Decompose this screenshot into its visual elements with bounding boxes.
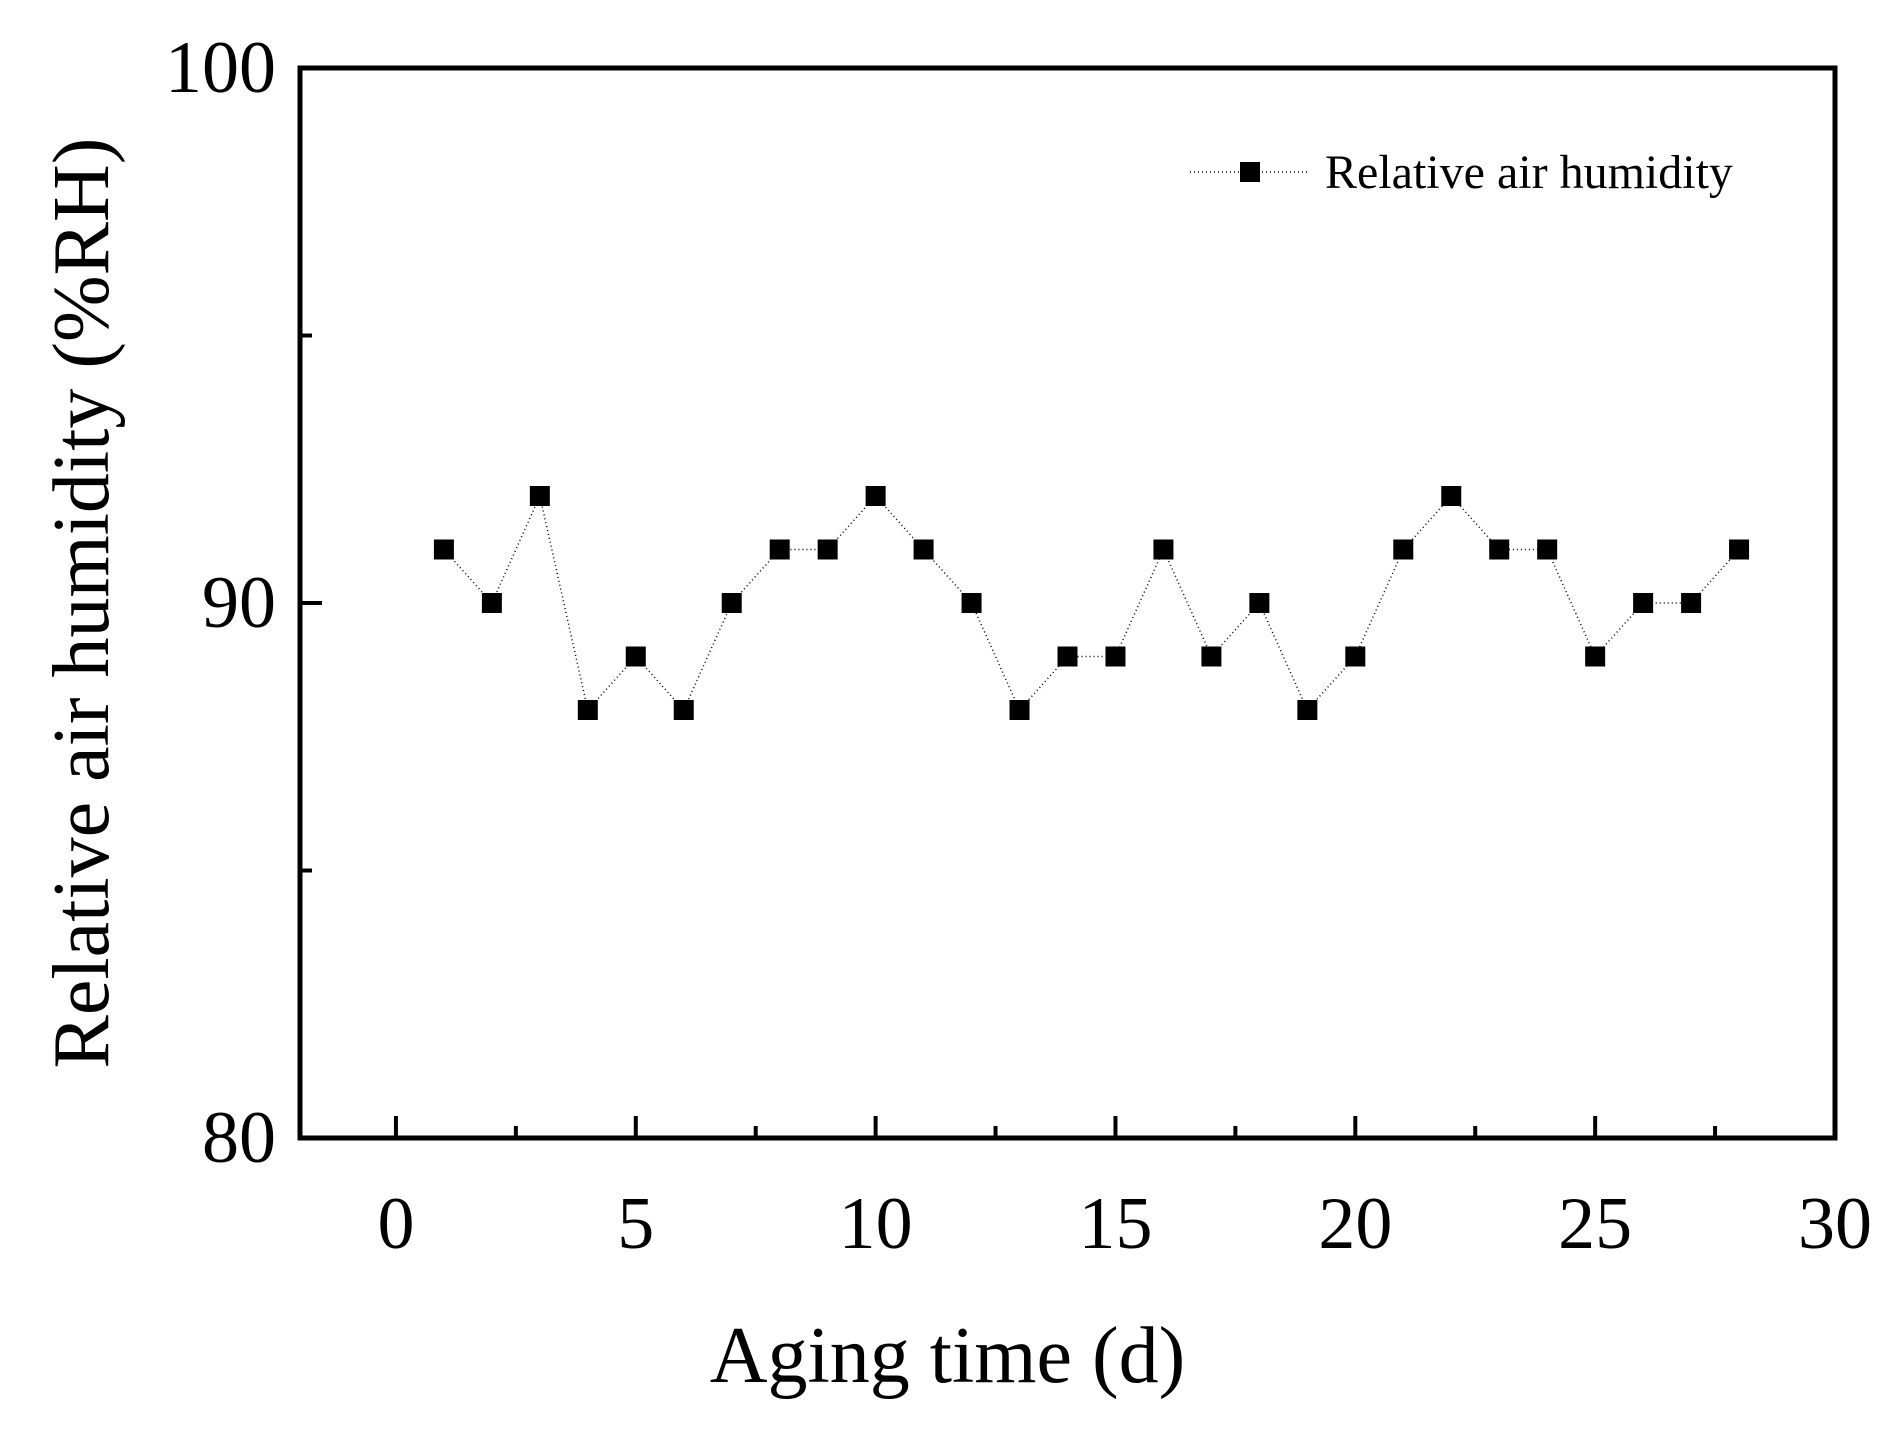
data-point (1249, 593, 1270, 613)
data-point (1681, 593, 1702, 613)
x-axis-ticks: 0 5 10 15 20 25 30 (377, 1116, 1872, 1265)
data-point (1537, 539, 1558, 560)
series-layer (433, 486, 1750, 720)
series-line (443, 493, 1740, 712)
data-point (1441, 486, 1462, 506)
legend: Relative air humidity (1190, 146, 1733, 199)
data-point (1393, 539, 1414, 560)
y-tick-label: 80 (202, 1097, 276, 1179)
data-point (1297, 700, 1318, 720)
x-tick-label: 15 (1078, 1183, 1152, 1265)
data-point (769, 539, 790, 560)
data-point (1105, 646, 1126, 667)
data-point (529, 486, 550, 506)
x-tick-label: 20 (1318, 1183, 1392, 1265)
data-point (961, 593, 982, 613)
data-point (913, 539, 934, 560)
data-point (1009, 700, 1030, 720)
plot-frame (297, 65, 1838, 1141)
x-tick-label: 5 (617, 1183, 654, 1265)
data-point (625, 646, 646, 667)
data-point (673, 700, 694, 720)
y-tick-label: 90 (202, 562, 276, 644)
data-point (1729, 539, 1750, 560)
data-point (1345, 646, 1366, 667)
data-point (721, 593, 742, 613)
x-tick-label: 25 (1558, 1183, 1632, 1265)
y-axis-title: Relative air humidity (%RH) (38, 138, 126, 1069)
data-point (1633, 593, 1654, 613)
legend-marker (1240, 162, 1260, 182)
data-point (577, 700, 598, 720)
legend-label: Relative air humidity (1325, 146, 1733, 199)
data-point (1153, 539, 1174, 560)
y-axis-ticks: 80 90 100 (165, 27, 322, 1179)
x-tick-label: 30 (1798, 1183, 1872, 1265)
data-point (1201, 646, 1222, 667)
data-point (1057, 646, 1078, 667)
data-point (1585, 646, 1606, 667)
data-point (865, 486, 886, 506)
data-point (481, 593, 502, 613)
y-tick-label: 100 (165, 27, 276, 109)
data-point (817, 539, 838, 560)
x-axis-title: Aging time (d) (710, 1312, 1185, 1400)
data-point (433, 539, 454, 560)
x-tick-label: 0 (377, 1183, 414, 1265)
x-tick-label: 10 (839, 1183, 913, 1265)
data-point (1489, 539, 1510, 560)
